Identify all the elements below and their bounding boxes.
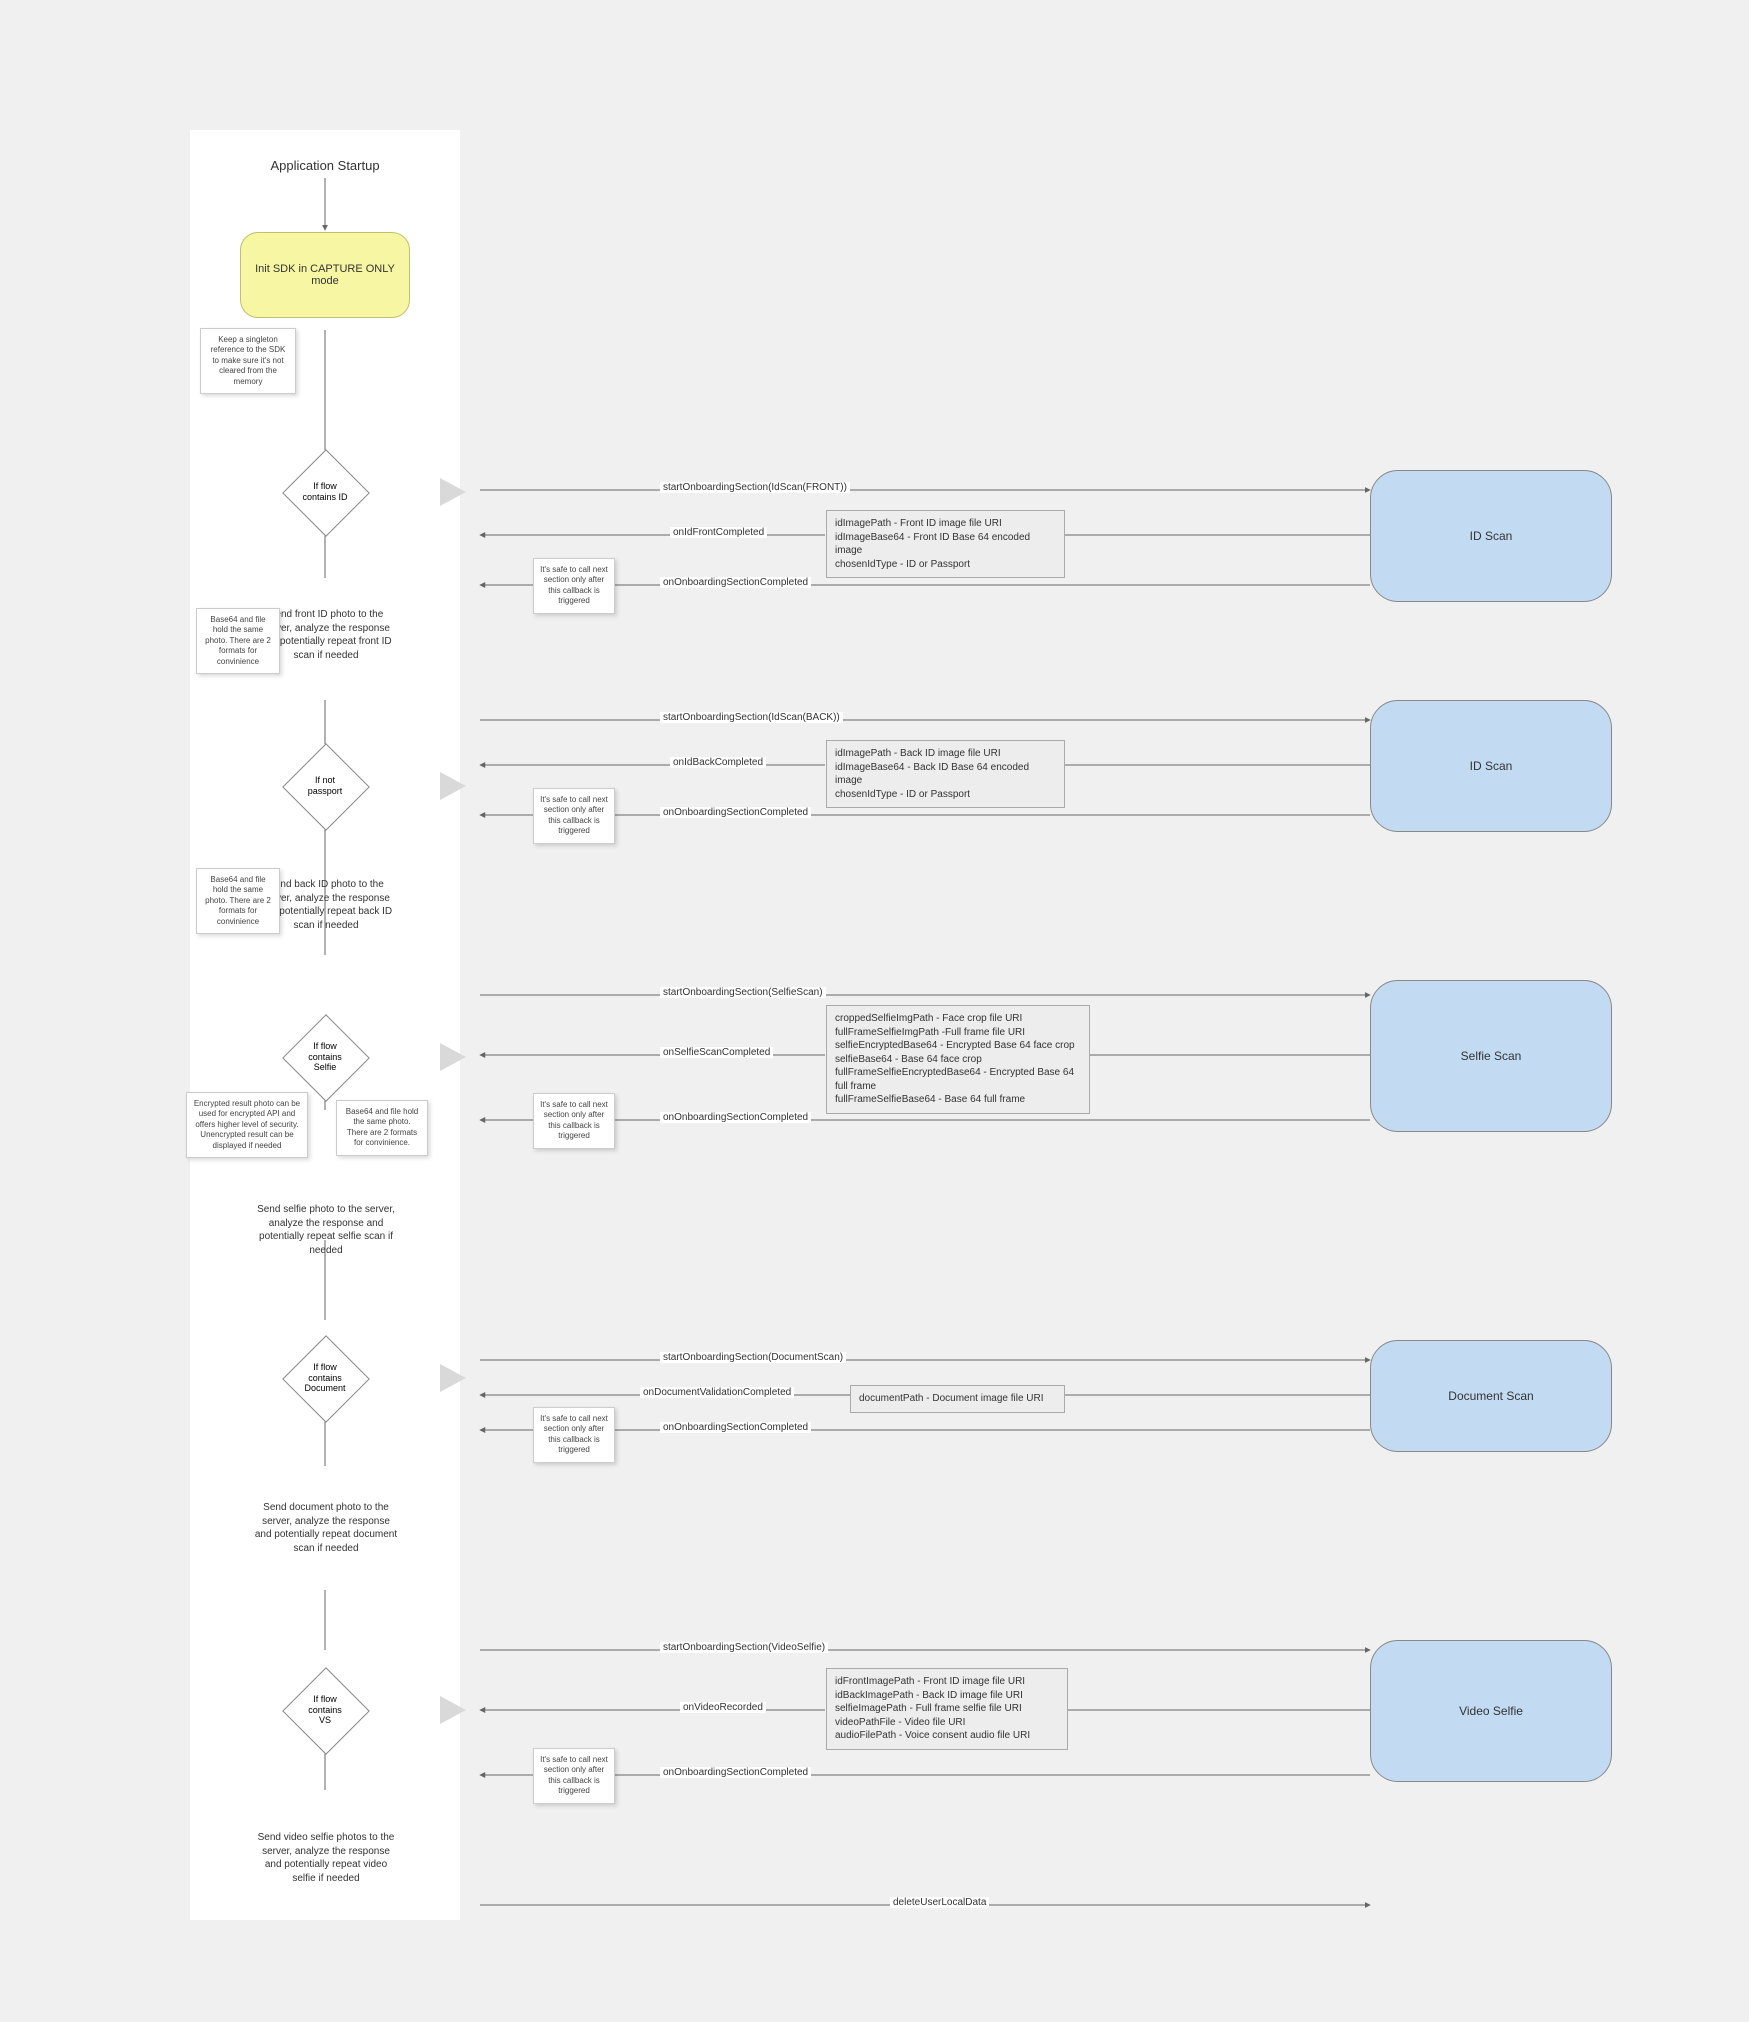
- lbl-g2-cb: onIdBackCompleted: [670, 757, 766, 768]
- diamond-flow-selfie: If flow contains Selfie: [283, 1015, 367, 1099]
- lbl-g4-cb: onDocumentValidationCompleted: [640, 1387, 794, 1398]
- databox-document: documentPath - Document image file URI: [850, 1385, 1065, 1413]
- lbl-g3-cb: onSelfieScanCompleted: [660, 1047, 773, 1058]
- lbl-g4-done: onOnboardingSectionCompleted: [660, 1422, 811, 1433]
- lbl-g3-start: startOnboardingSection(SelfieScan): [660, 987, 826, 998]
- diamond-not-passport: If not passport: [283, 744, 367, 828]
- init-sdk-label: Init SDK in CAPTURE ONLY mode: [245, 263, 405, 287]
- blue-id-scan-back: ID Scan: [1370, 700, 1612, 832]
- lbl-g5-cb: onVideoRecorded: [680, 1702, 766, 1713]
- note-base64-3: Base64 and file hold the same photo. The…: [336, 1100, 428, 1156]
- lbl-g1-start: startOnboardingSection(IdScan(FRONT)): [660, 482, 850, 493]
- blue-video-selfie: Video Selfie: [1370, 1640, 1612, 1782]
- grey-arrow-5: [440, 1696, 466, 1724]
- diamond-flow-selfie-label: If flow contains Selfie: [283, 1015, 367, 1099]
- note-encrypted: Encrypted result photo can be used for e…: [186, 1092, 308, 1158]
- diamond-not-passport-label: If not passport: [283, 744, 367, 828]
- lbl-g5-start: startOnboardingSection(VideoSelfie): [660, 1642, 828, 1653]
- blue-document-scan: Document Scan: [1370, 1340, 1612, 1452]
- note-safe-3: It's safe to call next section only afte…: [533, 1093, 615, 1149]
- cloud-selfie-text: Send selfie photo to the server, analyze…: [254, 1203, 398, 1257]
- lbl-g5-done: onOnboardingSectionCompleted: [660, 1767, 811, 1778]
- diamond-flow-id-label: If flow contains ID: [283, 450, 367, 534]
- lbl-g2-start: startOnboardingSection(IdScan(BACK)): [660, 712, 843, 723]
- note-singleton: Keep a singleton reference to the SDK to…: [200, 328, 296, 394]
- blue-selfie-scan-label: Selfie Scan: [1461, 1049, 1522, 1063]
- lbl-delete: deleteUserLocalData: [890, 1897, 989, 1908]
- diamond-flow-document: If flow contains Document: [283, 1336, 367, 1420]
- diamond-flow-vs-label: If flow contains VS: [283, 1668, 367, 1752]
- note-safe-1: It's safe to call next section only afte…: [533, 558, 615, 614]
- init-sdk-box: Init SDK in CAPTURE ONLY mode: [240, 232, 410, 318]
- diagram-canvas: Application Startup Init SDK in CAPTURE …: [0, 0, 1749, 2022]
- lbl-g4-start: startOnboardingSection(DocumentScan): [660, 1352, 846, 1363]
- blue-id-scan-front: ID Scan: [1370, 470, 1612, 602]
- lbl-g1-cb: onIdFrontCompleted: [670, 527, 767, 538]
- diamond-flow-vs: If flow contains VS: [283, 1668, 367, 1752]
- diamond-flow-document-label: If flow contains Document: [283, 1336, 367, 1420]
- lbl-g3-done: onOnboardingSectionCompleted: [660, 1112, 811, 1123]
- databox-selfie: croppedSelfieImgPath - Face crop file UR…: [826, 1005, 1090, 1114]
- lbl-g2-done: onOnboardingSectionCompleted: [660, 807, 811, 818]
- blue-id-scan-front-label: ID Scan: [1470, 529, 1513, 543]
- blue-document-scan-label: Document Scan: [1448, 1389, 1533, 1403]
- lbl-g1-done: onOnboardingSectionCompleted: [660, 577, 811, 588]
- databox-back-id: idImagePath - Back ID image file URI idI…: [826, 740, 1065, 808]
- cloud-video-selfie: Send video selfie photos to the server, …: [236, 1798, 416, 1918]
- cloud-document-text: Send document photo to the server, analy…: [254, 1501, 398, 1555]
- databox-front-id: idImagePath - Front ID image file URI id…: [826, 510, 1065, 578]
- grey-arrow-2: [440, 772, 466, 800]
- note-base64-2: Base64 and file hold the same photo. The…: [196, 868, 280, 934]
- note-safe-5: It's safe to call next section only afte…: [533, 1748, 615, 1804]
- cloud-document: Send document photo to the server, analy…: [236, 1468, 416, 1588]
- title-application-startup: Application Startup: [240, 158, 410, 173]
- blue-id-scan-back-label: ID Scan: [1470, 759, 1513, 773]
- note-base64-1: Base64 and file hold the same photo. The…: [196, 608, 280, 674]
- grey-arrow-4: [440, 1364, 466, 1392]
- cloud-selfie: Send selfie photo to the server, analyze…: [236, 1170, 416, 1290]
- diamond-flow-id: If flow contains ID: [283, 450, 367, 534]
- cloud-video-selfie-text: Send video selfie photos to the server, …: [254, 1831, 398, 1885]
- blue-video-selfie-label: Video Selfie: [1459, 1704, 1523, 1718]
- note-safe-2: It's safe to call next section only afte…: [533, 788, 615, 844]
- grey-arrow-1: [440, 478, 466, 506]
- databox-video-selfie: idFrontImagePath - Front ID image file U…: [826, 1668, 1068, 1750]
- blue-selfie-scan: Selfie Scan: [1370, 980, 1612, 1132]
- note-safe-4: It's safe to call next section only afte…: [533, 1407, 615, 1463]
- grey-arrow-3: [440, 1043, 466, 1071]
